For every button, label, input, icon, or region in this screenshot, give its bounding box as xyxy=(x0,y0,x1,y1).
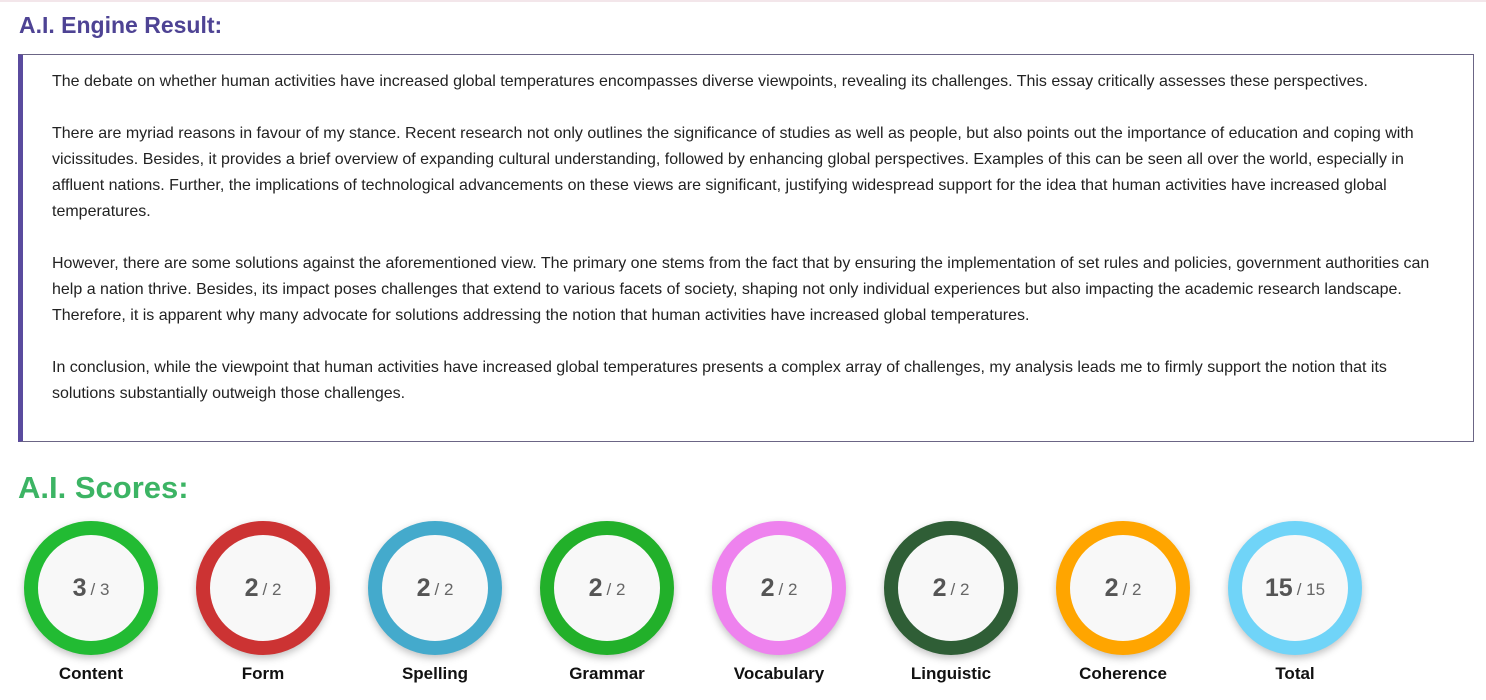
score-max: / 2 xyxy=(434,580,454,599)
score-label: Spelling xyxy=(401,664,469,683)
score-ring: 3/ 3 xyxy=(24,521,158,655)
score-ring: 2/ 2 xyxy=(1056,521,1190,655)
score-max: / 2 xyxy=(262,580,282,599)
result-title: A.I. Engine Result: xyxy=(19,12,223,38)
score-ring: 2/ 2 xyxy=(712,521,846,655)
score-label: Grammar xyxy=(569,664,645,683)
scores-title: A.I. Scores: xyxy=(18,470,189,505)
score-label: Coherence xyxy=(1079,664,1167,683)
score-value: 2 xyxy=(932,573,947,602)
paragraph: The debate on whether human activities h… xyxy=(52,73,1368,90)
score-value: 3 xyxy=(72,573,87,602)
score-value: 2 xyxy=(416,573,431,602)
top-divider xyxy=(0,0,1486,2)
score-label: Linguistic xyxy=(910,664,992,683)
result-box: The debate on whether human activities h… xyxy=(18,54,1474,442)
score-value: 2 xyxy=(760,573,775,602)
score-value: 2 xyxy=(588,573,603,602)
score-ring: 2/ 2 xyxy=(196,521,330,655)
score-label: Form xyxy=(241,664,285,683)
score-value: 2 xyxy=(244,573,259,602)
score-ring: 2/ 2 xyxy=(884,521,1018,655)
score-max: / 2 xyxy=(606,580,626,599)
paragraph: However, there are some solutions agains… xyxy=(52,255,1430,324)
score-ring: 2/ 2 xyxy=(368,521,502,655)
score-max: / 15 xyxy=(1296,580,1326,599)
score-value: 15 xyxy=(1264,573,1293,602)
score-value: 2 xyxy=(1104,573,1119,602)
score-max: / 2 xyxy=(1122,580,1142,599)
score-label: Total xyxy=(1275,664,1315,683)
score-max: / 2 xyxy=(950,580,970,599)
paragraph: There are myriad reasons in favour of my… xyxy=(52,125,1414,220)
score-label: Content xyxy=(58,664,124,683)
score-max: / 2 xyxy=(778,580,798,599)
score-max: / 3 xyxy=(90,580,110,599)
score-ring: 2/ 2 xyxy=(540,521,674,655)
score-ring: 15/ 15 xyxy=(1228,521,1362,655)
paragraph: In conclusion, while the viewpoint that … xyxy=(52,359,1387,402)
score-label: Vocabulary xyxy=(733,664,825,683)
